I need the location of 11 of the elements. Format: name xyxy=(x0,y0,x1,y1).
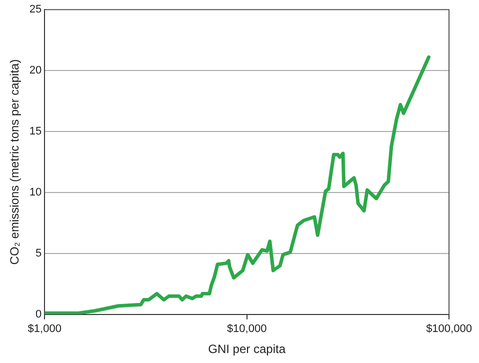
y-tick-label: 20 xyxy=(29,64,42,77)
x-tick-label: $100,000 xyxy=(426,323,472,336)
y-tick-label: 5 xyxy=(36,247,42,260)
y-tick-label: 10 xyxy=(29,186,42,199)
x-tick-label: $1,000 xyxy=(28,323,62,336)
x-tick-label: $10,000 xyxy=(226,323,267,336)
x-axis-title: GNI per capita xyxy=(208,342,286,356)
y-axis-title: CO₂ emissions (metric tons per capita) xyxy=(8,59,22,265)
y-tick-label: 15 xyxy=(29,126,42,138)
y-tick-label: 25 xyxy=(29,4,42,16)
y-tick-label: 0 xyxy=(36,308,42,320)
